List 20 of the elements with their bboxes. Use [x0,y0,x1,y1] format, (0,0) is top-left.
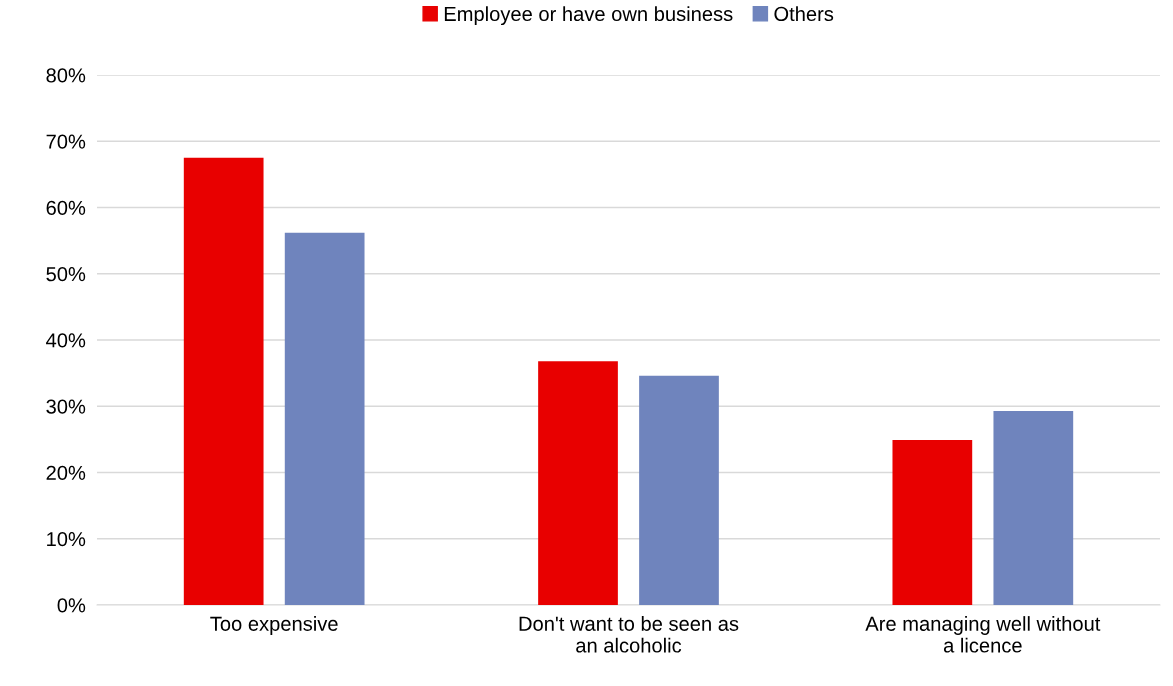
x-tick-label: Are managing well without a licence [865,616,1101,653]
y-tick-label: 80% [46,68,86,83]
y-tick-label: 10% [47,531,86,547]
y-tick-label: 50% [46,266,86,282]
bar [639,375,719,605]
y-tick-label: 30% [46,399,86,414]
y-tick-label: 20% [46,465,86,480]
bar [892,440,973,605]
legend-label: Employee or have own business [444,6,733,26]
y-tick-label: 0% [57,598,86,613]
bar [183,157,264,605]
y-tick-label: 70% [46,134,86,149]
y-tick-label: 40% [46,333,86,348]
bar [538,361,618,605]
bar [284,232,365,605]
bar [993,410,1074,605]
legend-label: Others [774,6,834,22]
x-tick-label: Don't want to be seen as an alcoholic [519,616,739,653]
x-tick-label: Too expensive [210,616,338,635]
y-tick-label: 60% [46,200,86,215]
